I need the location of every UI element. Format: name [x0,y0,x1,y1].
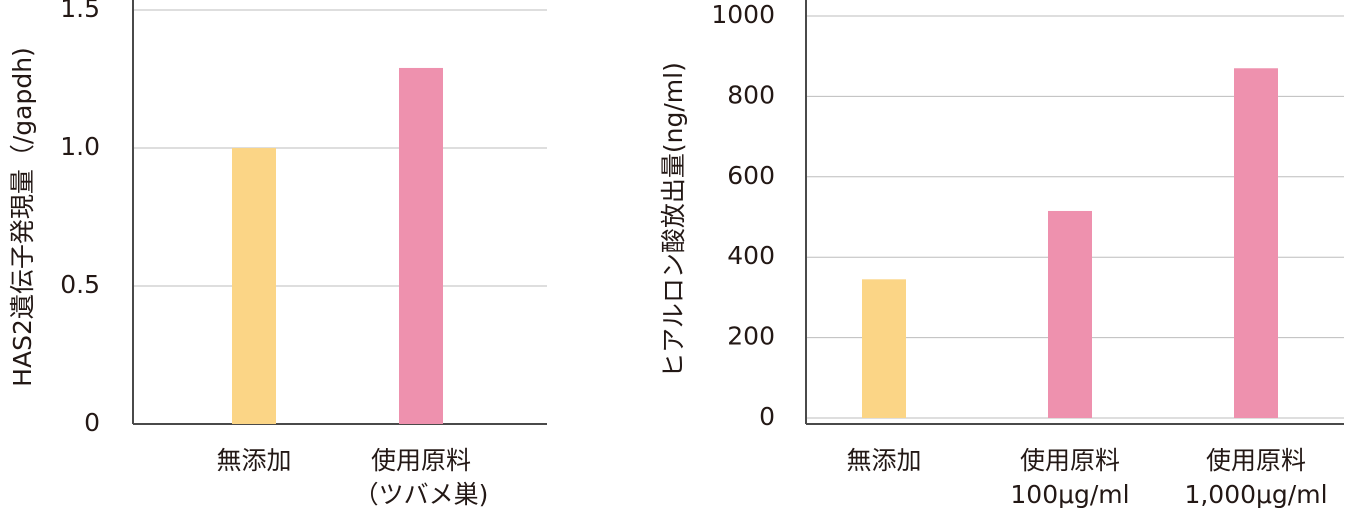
bar [1234,68,1278,418]
bar [1048,210,1092,418]
y-tick-label: 1000 [711,0,775,29]
x-tick-label: 1,000μg/ml [1184,480,1327,509]
x-tick-label: 使用原料 [1020,446,1120,475]
y-tick-label: 1.5 [60,0,100,23]
bar [862,279,906,418]
bar [399,67,443,425]
x-tick-label: 100μg/ml [1010,480,1129,509]
y-tick-label: 0.5 [60,270,100,299]
x-tick-label: 使用原料 [1206,446,1306,475]
y-tick-label: 800 [727,80,775,109]
y-tick-label: 0 [84,408,100,437]
y-tick-label: 600 [727,161,775,190]
y-tick-label: 0 [759,402,775,431]
y-tick-label: 200 [727,322,775,351]
bar [232,148,276,424]
x-tick-label: 使用原料 [371,446,471,475]
x-tick-label: 無添加 [846,446,921,475]
y-tick-label: 400 [727,241,775,270]
y-axis-label: ヒアルロン酸放出量(ng/ml) [659,62,688,378]
y-axis-label: HAS2遺伝子発現量（/gapdh) [8,47,37,387]
x-tick-label: 無添加 [216,446,291,475]
y-tick-label: 1.0 [60,132,100,161]
x-tick-label: （ツバメ巣) [354,480,489,509]
